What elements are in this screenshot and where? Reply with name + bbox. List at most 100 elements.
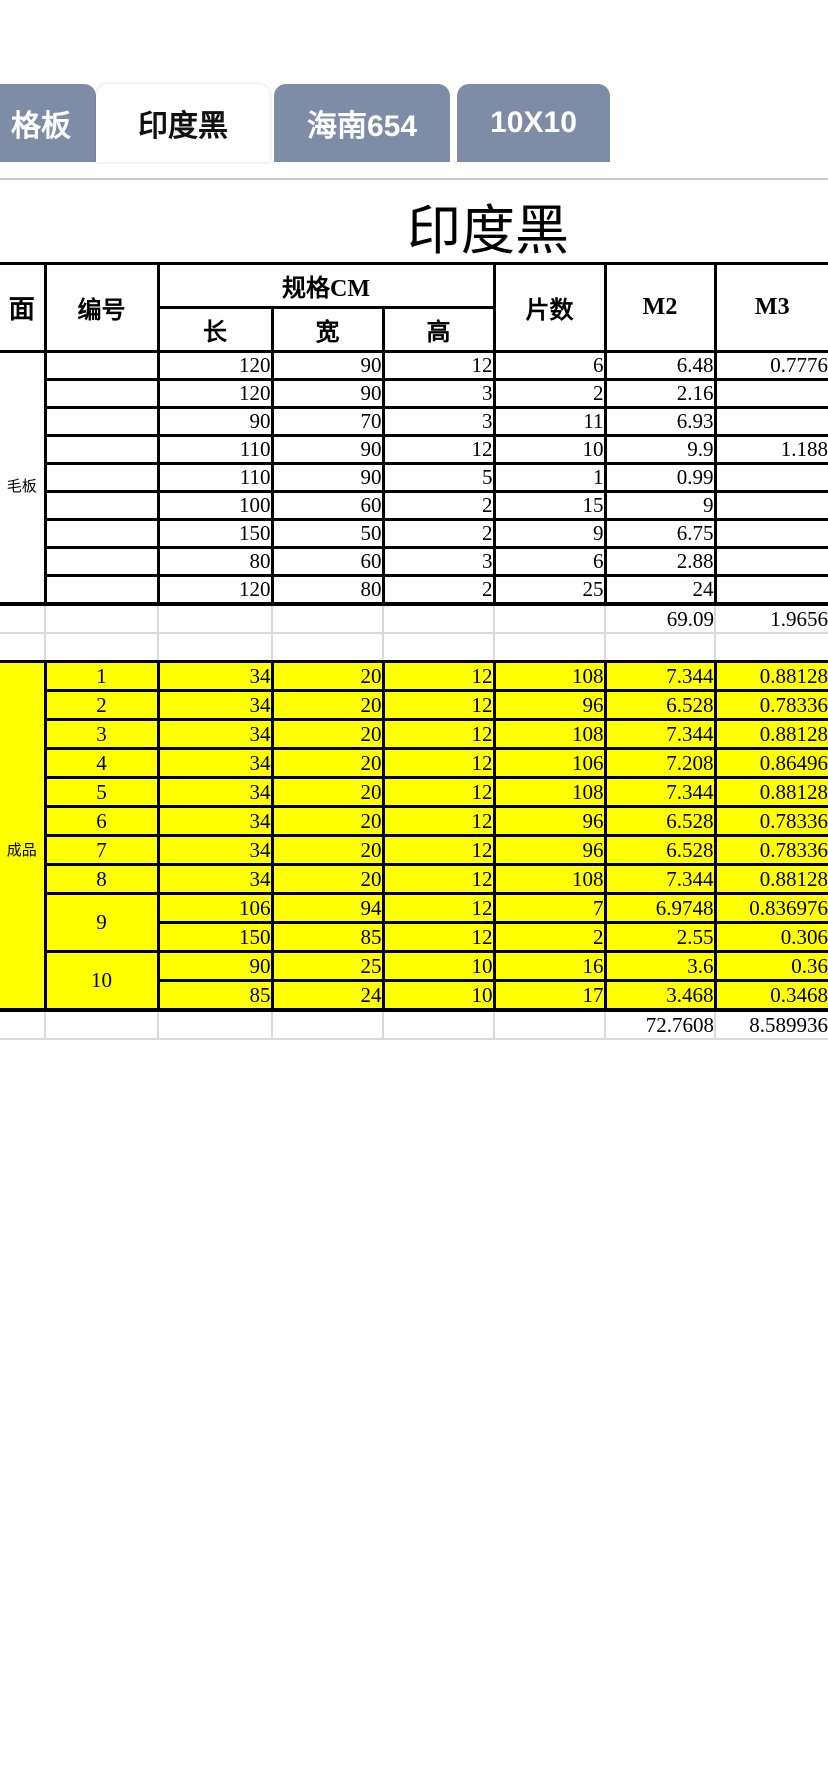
table-cell[interactable]: 90 <box>270 462 385 493</box>
table-cell[interactable]: 20 <box>270 660 385 692</box>
table-cell[interactable]: 20 <box>270 834 385 866</box>
number-cell[interactable] <box>43 378 160 409</box>
table-cell[interactable] <box>713 518 828 549</box>
table-cell[interactable]: 110 <box>156 462 274 493</box>
header-spec-cm[interactable]: 规格CM <box>156 262 496 309</box>
table-cell[interactable] <box>0 632 46 663</box>
number-cell[interactable]: 3 <box>43 718 160 750</box>
table-cell[interactable]: 2.55 <box>603 921 717 953</box>
table-cell[interactable]: 2 <box>381 518 496 549</box>
section1-total-m2[interactable]: 69.09 <box>604 602 716 634</box>
section1-total-m3[interactable]: 1.9656 <box>714 602 828 634</box>
table-cell[interactable]: 0.88128 <box>713 863 828 895</box>
table-cell[interactable]: 108 <box>492 718 607 750</box>
number-cell[interactable] <box>43 518 160 549</box>
table-cell[interactable]: 9 <box>603 490 717 521</box>
header-pieces[interactable]: 片数 <box>492 262 607 353</box>
table-cell[interactable]: 20 <box>270 863 385 895</box>
table-cell[interactable]: 20 <box>270 718 385 750</box>
table-cell[interactable]: 96 <box>492 805 607 837</box>
table-cell[interactable] <box>493 602 606 634</box>
table-cell[interactable] <box>493 1008 606 1040</box>
number-cell[interactable]: 9 <box>43 892 160 953</box>
sheet-tab-10x10[interactable]: 10X10 <box>457 84 610 162</box>
table-cell[interactable]: 96 <box>492 689 607 721</box>
table-cell[interactable]: 70 <box>270 406 385 437</box>
table-cell[interactable]: 34 <box>156 718 274 750</box>
table-cell[interactable]: 80 <box>270 574 385 606</box>
table-cell[interactable]: 0.78336 <box>713 834 828 866</box>
table-cell[interactable] <box>713 406 828 437</box>
table-cell[interactable]: 17 <box>492 979 607 1012</box>
table-cell[interactable] <box>44 632 159 663</box>
table-cell[interactable]: 10 <box>492 434 607 465</box>
number-cell[interactable] <box>43 574 160 606</box>
table-cell[interactable]: 12 <box>381 718 496 750</box>
table-cell[interactable]: 34 <box>156 660 274 692</box>
header-m3[interactable]: M3 <box>713 262 828 353</box>
table-cell[interactable]: 100 <box>156 490 274 521</box>
table-cell[interactable]: 20 <box>270 747 385 779</box>
table-cell[interactable] <box>44 602 159 634</box>
table-cell[interactable]: 20 <box>270 776 385 808</box>
table-cell[interactable]: 106 <box>492 747 607 779</box>
table-cell[interactable]: 0.7776 <box>713 350 828 381</box>
header-number[interactable]: 编号 <box>43 262 160 353</box>
table-cell[interactable]: 20 <box>270 689 385 721</box>
number-cell[interactable] <box>43 462 160 493</box>
table-cell[interactable]: 0.78336 <box>713 689 828 721</box>
table-cell[interactable]: 10 <box>381 979 496 1012</box>
table-cell[interactable]: 12 <box>381 921 496 953</box>
table-cell[interactable]: 6.528 <box>603 834 717 866</box>
number-cell[interactable]: 2 <box>43 689 160 721</box>
section2-total-m3[interactable]: 8.589936 <box>714 1008 828 1040</box>
table-cell[interactable]: 60 <box>270 490 385 521</box>
table-cell[interactable]: 85 <box>270 921 385 953</box>
number-cell[interactable] <box>43 350 160 381</box>
number-cell[interactable] <box>43 546 160 577</box>
table-cell[interactable]: 20 <box>270 805 385 837</box>
table-cell[interactable]: 34 <box>156 747 274 779</box>
table-cell[interactable]: 12 <box>381 776 496 808</box>
table-cell[interactable]: 3 <box>381 378 496 409</box>
header-width[interactable]: 宽 <box>270 306 385 353</box>
table-cell[interactable] <box>713 378 828 409</box>
number-cell[interactable]: 4 <box>43 747 160 779</box>
table-cell[interactable]: 12 <box>381 892 496 924</box>
table-cell[interactable]: 25 <box>270 950 385 982</box>
table-cell[interactable]: 106 <box>156 892 274 924</box>
table-cell[interactable]: 12 <box>381 350 496 381</box>
table-cell[interactable]: 150 <box>156 518 274 549</box>
table-cell[interactable]: 6.528 <box>603 805 717 837</box>
table-cell[interactable]: 0.88128 <box>713 660 828 692</box>
table-cell[interactable]: 2 <box>381 490 496 521</box>
table-cell[interactable]: 6.75 <box>603 518 717 549</box>
table-cell[interactable]: 12 <box>381 660 496 692</box>
table-cell[interactable]: 120 <box>156 378 274 409</box>
table-cell[interactable]: 90 <box>156 406 274 437</box>
table-cell[interactable] <box>44 1008 159 1040</box>
table-cell[interactable]: 7.344 <box>603 718 717 750</box>
table-cell[interactable]: 2 <box>492 921 607 953</box>
table-cell[interactable]: 2 <box>492 378 607 409</box>
table-cell[interactable]: 60 <box>270 546 385 577</box>
table-cell[interactable]: 120 <box>156 350 274 381</box>
table-cell[interactable]: 0.836976 <box>713 892 828 924</box>
table-cell[interactable]: 90 <box>270 378 385 409</box>
table-cell[interactable] <box>382 632 495 663</box>
table-cell[interactable]: 108 <box>492 660 607 692</box>
table-cell[interactable]: 6 <box>492 546 607 577</box>
table-cell[interactable]: 10 <box>381 950 496 982</box>
table-cell[interactable]: 108 <box>492 776 607 808</box>
table-cell[interactable]: 7.344 <box>603 776 717 808</box>
table-cell[interactable]: 12 <box>381 805 496 837</box>
table-cell[interactable]: 96 <box>492 834 607 866</box>
number-cell[interactable] <box>43 406 160 437</box>
table-cell[interactable]: 6.9748 <box>603 892 717 924</box>
table-cell[interactable]: 0.88128 <box>713 776 828 808</box>
table-cell[interactable]: 34 <box>156 834 274 866</box>
header-height[interactable]: 高 <box>381 306 496 353</box>
table-cell[interactable] <box>382 602 495 634</box>
table-cell[interactable]: 3.468 <box>603 979 717 1012</box>
header-length[interactable]: 长 <box>156 306 274 353</box>
